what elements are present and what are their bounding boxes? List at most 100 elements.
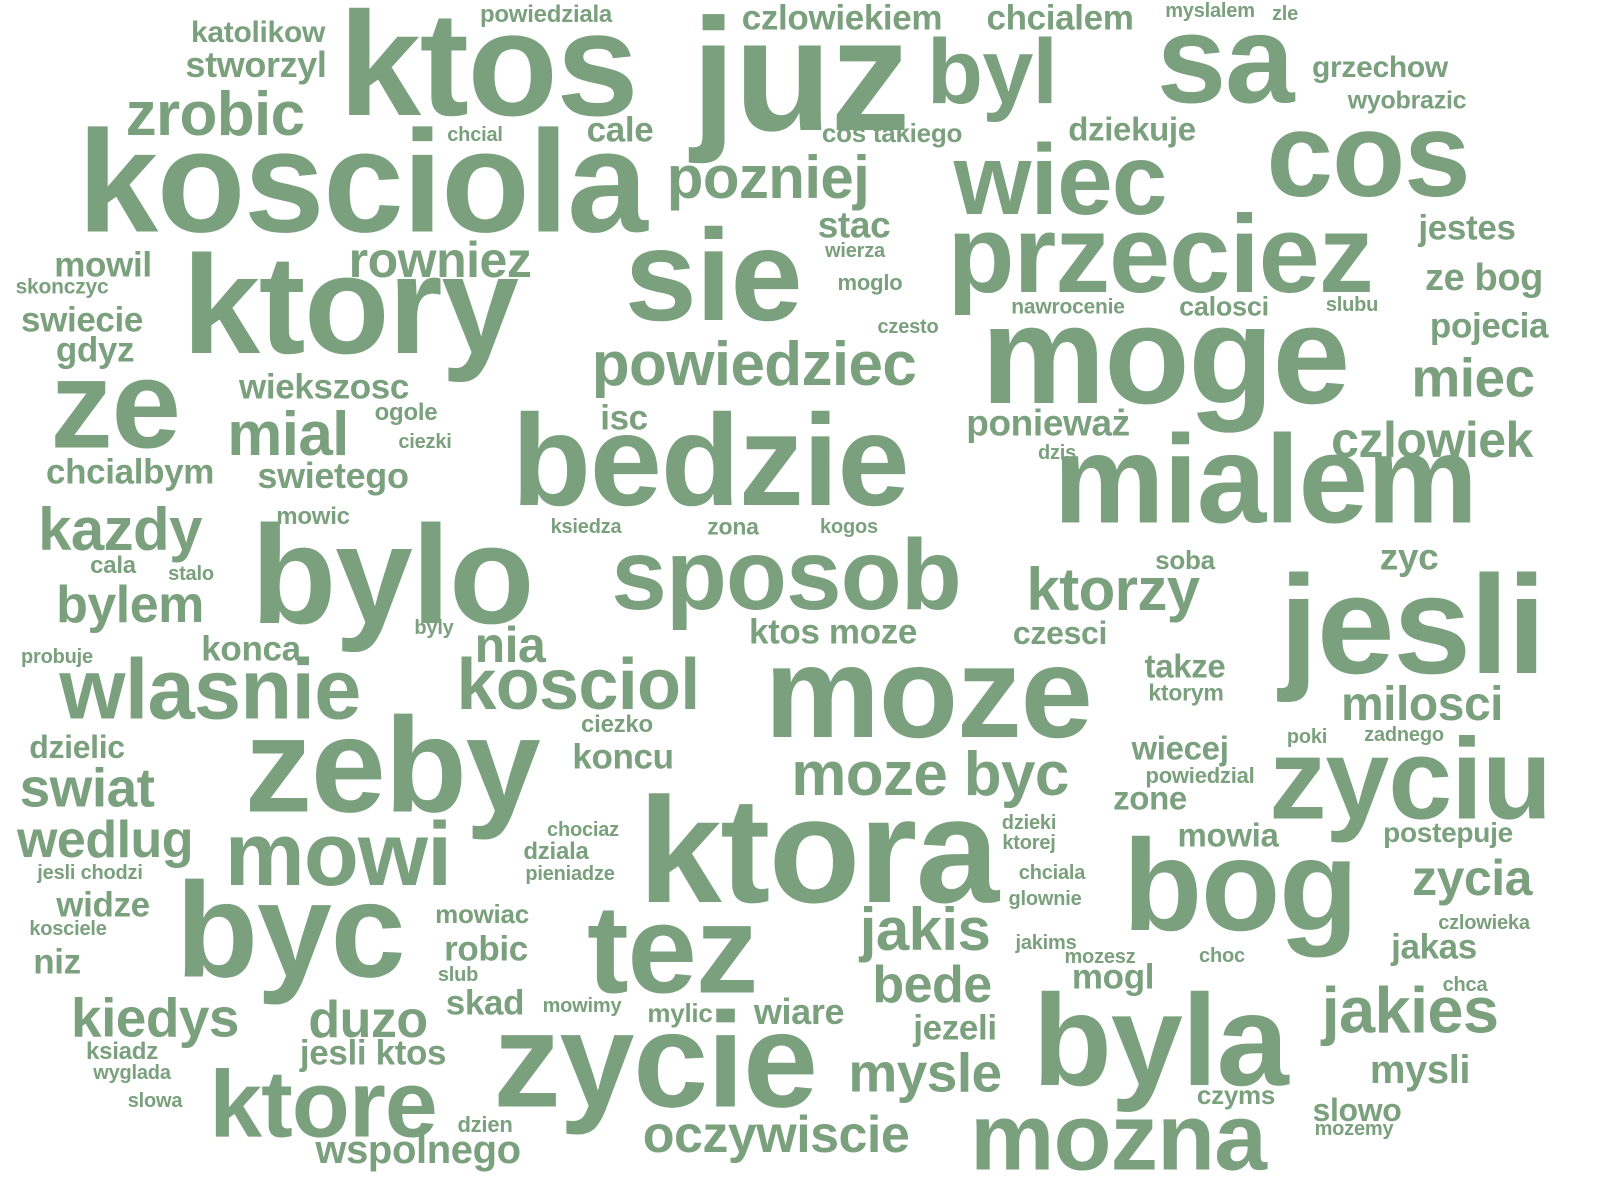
cloud-word: mozemy xyxy=(1314,1118,1394,1140)
cloud-word: moglo xyxy=(837,270,903,295)
cloud-word: zona xyxy=(707,513,759,540)
cloud-word: czyms xyxy=(1196,1080,1276,1110)
cloud-word: zeby xyxy=(244,689,541,841)
cloud-word: skonczyc xyxy=(15,275,109,299)
cloud-word: calosci xyxy=(1179,291,1269,322)
cloud-word: chciala xyxy=(1018,862,1086,884)
cloud-word: czlowiekiem xyxy=(741,0,943,38)
cloud-word: bede xyxy=(872,956,992,1014)
cloud-word: mogl xyxy=(1071,957,1155,997)
cloud-word: choc xyxy=(1199,945,1245,967)
cloud-word: nawrocenie xyxy=(1011,295,1125,319)
cloud-word: jakis xyxy=(859,896,991,963)
cloud-word: dzien xyxy=(457,1112,513,1137)
cloud-word: ze bog xyxy=(1424,257,1544,299)
cloud-word: dziala xyxy=(523,838,589,865)
cloud-word: wiekszosc xyxy=(238,367,410,407)
cloud-word: dzis xyxy=(1037,442,1077,464)
cloud-word: ksiadz xyxy=(86,1038,158,1065)
cloud-word: isc xyxy=(600,398,648,438)
cloud-word: ktorej xyxy=(1002,832,1056,854)
cloud-word: moze xyxy=(764,619,1092,765)
cloud-word: glownie xyxy=(1008,888,1082,910)
cloud-word: bylem xyxy=(56,576,204,634)
cloud-word: wyglada xyxy=(93,1062,171,1084)
cloud-word: mial xyxy=(227,400,349,469)
cloud-word: probuje xyxy=(21,646,93,668)
cloud-word: przeciez xyxy=(947,193,1373,316)
cloud-word: cos takiego xyxy=(821,118,963,148)
cloud-word: pozniej xyxy=(666,144,870,211)
cloud-word: zrobic xyxy=(125,80,305,149)
cloud-word: ktore xyxy=(209,1051,438,1158)
cloud-word: mozesz xyxy=(1064,946,1136,968)
cloud-word: chcial xyxy=(447,124,503,146)
cloud-word: czlowiek xyxy=(1331,412,1533,468)
cloud-word: ktorym xyxy=(1148,679,1224,706)
cloud-word: ktorzy xyxy=(1026,556,1200,623)
cloud-word: stac xyxy=(817,204,891,246)
cloud-word: ktora xyxy=(638,766,999,934)
cloud-word: pojecia xyxy=(1429,306,1549,346)
cloud-word: byly xyxy=(414,617,454,639)
cloud-word: oczywiscie xyxy=(642,1106,910,1164)
cloud-word: mowiac xyxy=(435,899,529,929)
cloud-word: ciezko xyxy=(581,711,653,738)
cloud-word: wiecej xyxy=(1131,729,1229,767)
cloud-word: czlowieka xyxy=(1438,912,1530,934)
cloud-word: pieniadze xyxy=(525,863,615,885)
cloud-word: bedzie xyxy=(511,387,910,533)
cloud-word: sie xyxy=(624,202,803,348)
cloud-word: jezeli xyxy=(913,1008,997,1048)
cloud-word: duzo xyxy=(308,991,428,1049)
cloud-word: zyc xyxy=(1379,536,1439,578)
cloud-word: powiedzial xyxy=(1145,763,1255,788)
cloud-word: bog xyxy=(1122,812,1359,958)
cloud-word: ciezki xyxy=(398,431,452,453)
cloud-word: milosci xyxy=(1340,678,1504,731)
cloud-word: zadnego xyxy=(1364,724,1444,746)
cloud-word: dzieki xyxy=(1001,812,1057,834)
cloud-word: tez xyxy=(587,880,758,1020)
cloud-word: bylo xyxy=(250,496,535,653)
cloud-word: mysli xyxy=(1369,1048,1471,1092)
cloud-word: widze xyxy=(56,885,150,925)
cloud-word: kogos xyxy=(820,516,878,538)
cloud-word: zone xyxy=(1113,779,1187,817)
cloud-word: czesci xyxy=(1012,615,1108,651)
cloud-word: mowil xyxy=(54,245,152,285)
cloud-word: wiec xyxy=(953,124,1168,236)
cloud-word: robic xyxy=(444,929,528,969)
cloud-word: jesli chodzi xyxy=(37,862,143,884)
cloud-word: wlasnie xyxy=(59,642,361,738)
cloud-word: ktory xyxy=(182,226,519,383)
cloud-word: mysle xyxy=(848,1041,1002,1104)
cloud-word: wspolnego xyxy=(315,1128,521,1172)
cloud-word: kosciol xyxy=(456,645,700,725)
cloud-word: poki xyxy=(1286,726,1328,748)
cloud-word: slowa xyxy=(127,1090,183,1112)
cloud-word: slowo xyxy=(1312,1092,1402,1128)
cloud-word: konca xyxy=(201,629,301,669)
cloud-word: moze byc xyxy=(791,740,1069,809)
cloud-word: chcialbym xyxy=(45,452,215,492)
cloud-word: juz xyxy=(691,0,910,164)
cloud-word: byc xyxy=(175,854,406,1006)
cloud-word: postepuje xyxy=(1383,817,1513,848)
cloud-word: byl xyxy=(926,21,1058,123)
cloud-word: dziekuje xyxy=(1068,110,1196,148)
cloud-word: wedlug xyxy=(17,811,194,869)
cloud-word: takze xyxy=(1144,647,1226,685)
cloud-word: ktos xyxy=(338,0,639,147)
cloud-word: ponieważ xyxy=(966,402,1130,444)
cloud-word: powiedziala xyxy=(479,1,613,28)
cloud-word: miec xyxy=(1411,346,1535,409)
cloud-word: grzechow xyxy=(1312,51,1448,84)
cloud-word: ogole xyxy=(374,399,438,426)
cloud-word: zle xyxy=(1271,3,1299,25)
cloud-word: byla xyxy=(1032,967,1289,1113)
cloud-word: katolikow xyxy=(191,16,325,49)
cloud-word: powiedziec xyxy=(591,330,917,399)
cloud-word: mialem xyxy=(1053,410,1478,550)
